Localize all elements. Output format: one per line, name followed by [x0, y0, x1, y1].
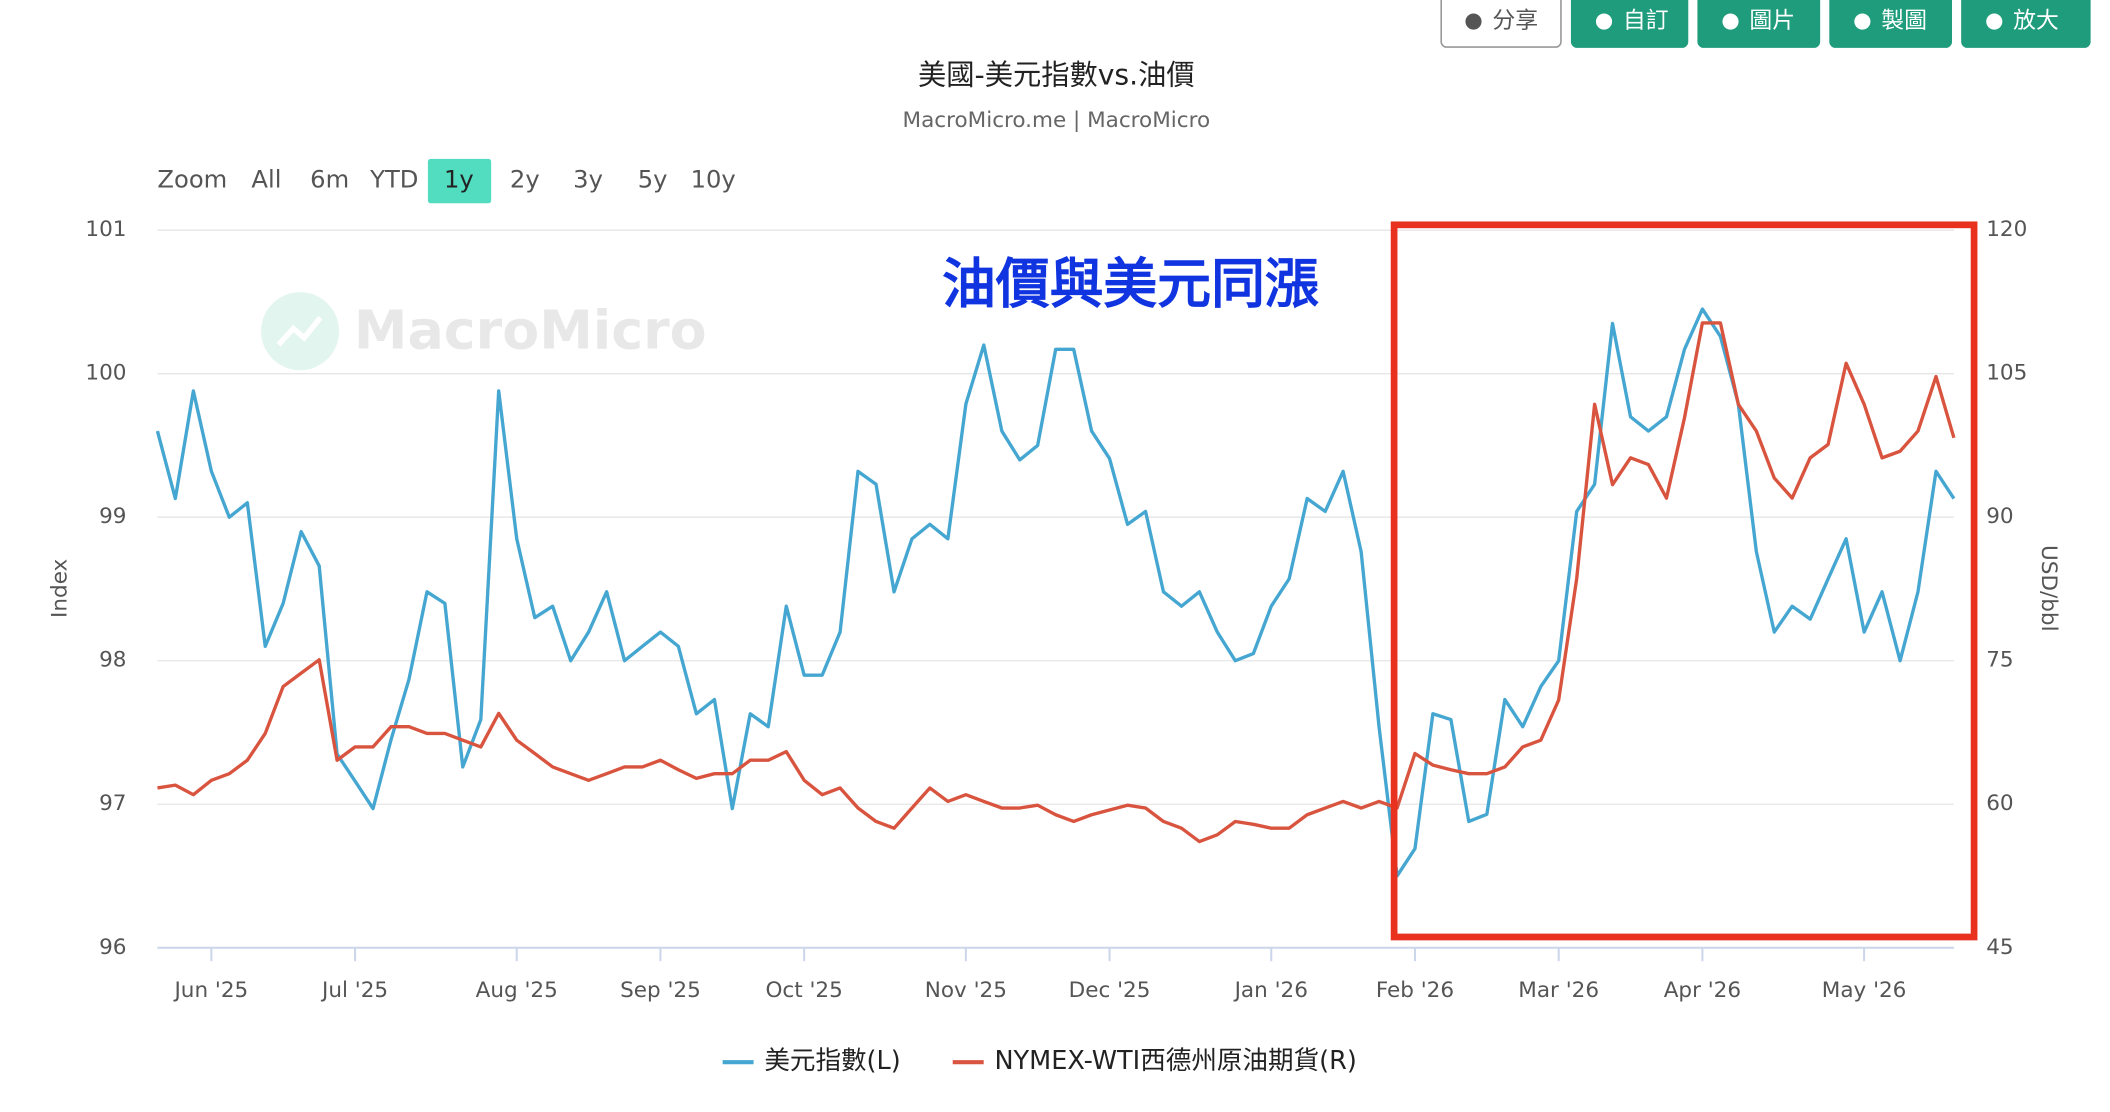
range-option[interactable]: 10y: [691, 165, 736, 193]
button-bg: [1440, 0, 1562, 48]
range-option[interactable]: YTD: [369, 165, 418, 193]
annotation: 油價與美元同漲: [942, 253, 1319, 316]
button-bg: [1570, 0, 1689, 48]
button-label: 製圖: [1881, 8, 1927, 34]
button-bg: [1829, 0, 1953, 48]
chart-title: 美國-美元指數vs.油價: [918, 59, 1195, 92]
range-option[interactable]: 3y: [573, 165, 603, 193]
watermark: MacroMicro: [354, 299, 707, 362]
toolbar-button[interactable]: 自訂: [1570, 0, 1689, 48]
button-bg: [1697, 0, 1821, 48]
x-tick-label: Jun '25: [172, 978, 248, 1003]
range-option-label: 6m: [310, 165, 349, 193]
range-option[interactable]: 2y: [510, 165, 540, 193]
legend-label: 美元指數(L): [764, 1046, 900, 1076]
y2-tick-label: 45: [1986, 935, 2013, 960]
button-icon: [1854, 13, 1871, 30]
button-label: 分享: [1492, 8, 1538, 34]
legend-item[interactable]: NYMEX-WTI西德州原油期貨(R): [952, 1046, 1357, 1076]
y-tick-label: 101: [85, 217, 126, 242]
y2-tick-label: 120: [1986, 217, 2027, 242]
chart-subtitle: MacroMicro.me | MacroMicro: [903, 108, 1211, 133]
y-tick-label: 99: [99, 504, 126, 529]
watermark-logo-mark: [276, 316, 323, 347]
x-tick-label: Oct '25: [766, 978, 843, 1003]
y-tick-label: 100: [85, 361, 126, 386]
range-option-bg: [427, 158, 492, 204]
range-option[interactable]: 6m: [310, 165, 349, 193]
y2-tick-label: 105: [1986, 361, 2027, 386]
y-tick-label: 98: [99, 648, 126, 673]
x-tick-label: Aug '25: [476, 978, 558, 1003]
y2-tick-label: 60: [1986, 791, 2013, 816]
button-icon: [1465, 13, 1482, 30]
range-option[interactable]: 5y: [638, 165, 668, 193]
x-tick-label: Dec '25: [1069, 978, 1151, 1003]
toolbar-button[interactable]: 製圖: [1829, 0, 1953, 48]
button-bg: [1961, 0, 2091, 48]
y-tick-label: 97: [99, 791, 126, 816]
legend-label: NYMEX-WTI西德州原油期貨(R): [994, 1046, 1356, 1076]
legend-item[interactable]: 美元指數(L): [722, 1046, 901, 1076]
x-tick-label: Sep '25: [620, 978, 701, 1003]
range-option[interactable]: All: [251, 165, 281, 193]
button-label: 自訂: [1623, 8, 1669, 34]
y-tick-label: 96: [99, 935, 126, 960]
x-tick-label: Feb '26: [1376, 978, 1454, 1003]
y2-axis-label: USD/bbl: [2036, 545, 2061, 632]
background-layer: [157, 229, 1954, 962]
button-icon: [1722, 13, 1739, 30]
range-option-label: 5y: [638, 165, 668, 193]
button-label: 圖片: [1749, 8, 1795, 34]
button-label: 放大: [2013, 8, 2059, 34]
y2-tick-label: 90: [1986, 504, 2013, 529]
range-option-label: 10y: [691, 165, 736, 193]
x-tick-label: Apr '26: [1664, 978, 1741, 1003]
series-line: [155, 307, 1956, 878]
button-icon: [1986, 13, 2003, 30]
y2-tick-label: 75: [1986, 648, 2013, 673]
range-option-label: 1y: [444, 165, 474, 193]
toolbar-button[interactable]: 放大: [1961, 0, 2091, 48]
toolbar-button[interactable]: 圖片: [1697, 0, 1821, 48]
series-line: [157, 321, 1956, 844]
button-icon: [1595, 13, 1613, 30]
x-tick-label: Nov '25: [925, 978, 1007, 1003]
x-tick-label: Mar '26: [1518, 978, 1599, 1003]
range-option[interactable]: 1y: [427, 158, 492, 204]
x-tick-label: Jul '25: [320, 978, 388, 1003]
range-option-label: 3y: [573, 165, 603, 193]
x-tick-label: May '26: [1822, 978, 1907, 1003]
y-axis-label: Index: [48, 558, 73, 618]
highlight-box: [1390, 221, 1978, 941]
range-selector-label: Zoom: [157, 165, 227, 193]
range-option-label: YTD: [369, 165, 418, 193]
range-option-label: All: [251, 165, 281, 193]
range-option-label: 2y: [510, 165, 540, 193]
x-tick-label: Jan '26: [1233, 978, 1308, 1003]
toolbar-button[interactable]: 分享: [1440, 0, 1562, 48]
